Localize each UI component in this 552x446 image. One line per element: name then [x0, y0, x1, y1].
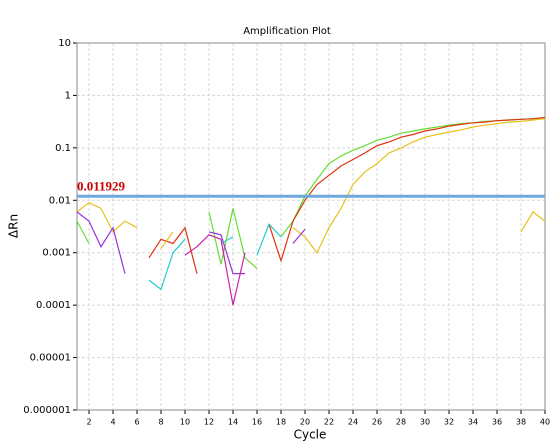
y-tick-label: 1 [65, 90, 71, 101]
x-tick-label: 8 [158, 418, 163, 427]
y-tick-label: 0.1 [55, 143, 71, 154]
y-tick-label: 0.000001 [23, 405, 71, 416]
x-tick-label: 16 [252, 418, 262, 427]
x-axis-label: Cycle [294, 428, 327, 442]
x-tick-label: 22 [324, 418, 334, 427]
x-tick-label: 24 [348, 418, 358, 427]
x-tick-label: 26 [372, 418, 382, 427]
y-tick-label: 0.001 [42, 248, 71, 259]
x-tick-label: 2 [86, 418, 91, 427]
x-tick-label: 6 [134, 418, 139, 427]
x-tick-label: 34 [468, 418, 478, 427]
series-line [76, 118, 546, 254]
x-tick-label: 14 [228, 418, 238, 427]
x-tick-label: 4 [110, 418, 115, 427]
series-line [520, 211, 546, 233]
chart-title: Amplification Plot [243, 26, 331, 37]
x-tick-label: 10 [180, 418, 190, 427]
series-line [184, 234, 246, 306]
x-tick-label: 12 [204, 418, 214, 427]
y-tick-label: 0.0001 [36, 300, 71, 311]
y-axis-label: ΔRn [7, 214, 21, 238]
x-tick-label: 28 [396, 418, 406, 427]
x-tick-label: 18 [276, 418, 286, 427]
threshold-label: 0.011929 [77, 178, 126, 193]
series-line [148, 116, 546, 274]
plot-frame [76, 42, 546, 411]
series-line [76, 211, 306, 275]
series-line [148, 223, 282, 291]
y-tick-label: 0.00001 [30, 353, 71, 364]
x-tick-label: 40 [540, 418, 550, 427]
y-tick-label: 0.01 [49, 195, 71, 206]
x-tick-label: 38 [516, 418, 526, 427]
x-tick-label: 32 [444, 418, 454, 427]
y-tick-label: 10 [58, 38, 71, 49]
x-tick-label: 30 [420, 418, 430, 427]
x-tick-label: 20 [300, 418, 310, 427]
x-tick-label: 36 [492, 418, 502, 427]
